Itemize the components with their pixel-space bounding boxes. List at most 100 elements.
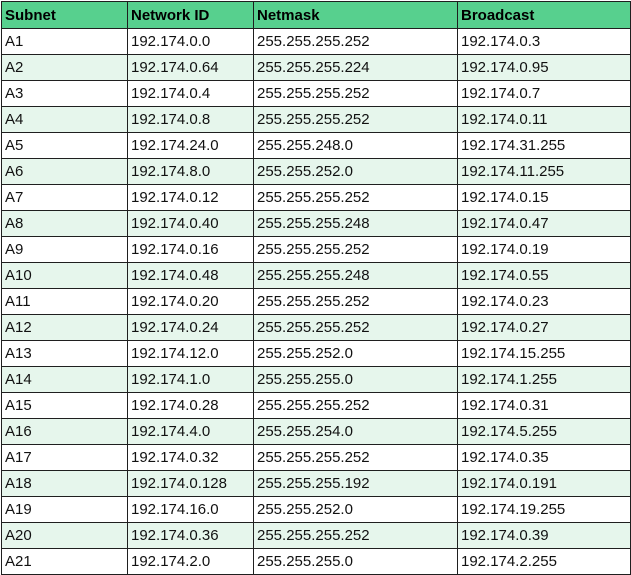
cell-netmask: 255.255.255.252: [253, 236, 458, 263]
cell-subnet: A9: [1, 236, 128, 263]
cell-broadcast: 192.174.0.27: [457, 314, 631, 341]
table-row: A19 192.174.16.0 255.255.252.0 192.174.19.2…: [1, 496, 631, 523]
cell-network-id: 192.174.4.0: [127, 418, 254, 445]
cell-netmask: 255.255.252.0: [253, 340, 458, 367]
cell-network-id: 192.174.0.32: [127, 444, 254, 471]
cell-netmask: 255.255.254.0: [253, 418, 458, 445]
cell-netmask: 255.255.255.252: [253, 314, 458, 341]
header-subnet: Subnet: [1, 1, 128, 29]
cell-subnet: A14: [1, 366, 128, 393]
table-row: A1 192.174.0.0 255.255.255.252 192.174.0.3: [1, 28, 631, 55]
table-row: A2 192.174.0.64 255.255.255.224 192.174.0.9…: [1, 54, 631, 81]
cell-broadcast: 192.174.0.11: [457, 106, 631, 133]
table-row: A11 192.174.0.20 255.255.255.252 192.174.0.…: [1, 288, 631, 315]
cell-netmask: 255.255.252.0: [253, 496, 458, 523]
header-network-id: Network ID: [127, 1, 254, 29]
table-row: A17 192.174.0.32 255.255.255.252 192.174.0.…: [1, 444, 631, 471]
cell-subnet: A16: [1, 418, 128, 445]
cell-subnet: A21: [1, 548, 128, 575]
cell-netmask: 255.255.255.252: [253, 80, 458, 107]
cell-subnet: A17: [1, 444, 128, 471]
cell-broadcast: 192.174.0.191: [457, 470, 631, 497]
table-row: A6 192.174.8.0 255.255.252.0 192.174.11.255: [1, 158, 631, 185]
table-header: Subnet Network ID Netmask Broadcast: [1, 1, 631, 29]
cell-network-id: 192.174.0.36: [127, 522, 254, 549]
cell-netmask: 255.255.255.252: [253, 106, 458, 133]
cell-netmask: 255.255.255.0: [253, 366, 458, 393]
cell-subnet: A6: [1, 158, 128, 185]
cell-broadcast: 192.174.0.3: [457, 28, 631, 55]
cell-netmask: 255.255.248.0: [253, 132, 458, 159]
table-row: A18 192.174.0.128 255.255.255.192 192.174.0…: [1, 470, 631, 497]
cell-network-id: 192.174.0.4: [127, 80, 254, 107]
cell-netmask: 255.255.255.252: [253, 522, 458, 549]
cell-network-id: 192.174.8.0: [127, 158, 254, 185]
cell-netmask: 255.255.255.252: [253, 444, 458, 471]
cell-network-id: 192.174.0.12: [127, 184, 254, 211]
table-row: A21 192.174.2.0 255.255.255.0 192.174.2.255: [1, 548, 631, 575]
cell-subnet: A10: [1, 262, 128, 289]
cell-netmask: 255.255.255.252: [253, 392, 458, 419]
header-broadcast: Broadcast: [457, 1, 631, 29]
cell-broadcast: 192.174.0.55: [457, 262, 631, 289]
cell-subnet: A7: [1, 184, 128, 211]
cell-broadcast: 192.174.0.39: [457, 522, 631, 549]
cell-netmask: 255.255.252.0: [253, 158, 458, 185]
cell-subnet: A11: [1, 288, 128, 315]
cell-netmask: 255.255.255.224: [253, 54, 458, 81]
cell-subnet: A20: [1, 522, 128, 549]
cell-network-id: 192.174.0.128: [127, 470, 254, 497]
table-row: A15 192.174.0.28 255.255.255.252 192.174.0.…: [1, 392, 631, 419]
cell-network-id: 192.174.0.24: [127, 314, 254, 341]
cell-broadcast: 192.174.0.23: [457, 288, 631, 315]
cell-subnet: A4: [1, 106, 128, 133]
table-row: A14 192.174.1.0 255.255.255.0 192.174.1.255: [1, 366, 631, 393]
cell-network-id: 192.174.0.64: [127, 54, 254, 81]
cell-subnet: A12: [1, 314, 128, 341]
cell-network-id: 192.174.1.0: [127, 366, 254, 393]
cell-subnet: A1: [1, 28, 128, 55]
cell-broadcast: 192.174.11.255: [457, 158, 631, 185]
table-row: A4 192.174.0.8 255.255.255.252 192.174.0.11: [1, 106, 631, 133]
table-row: A10 192.174.0.48 255.255.255.248 192.174.0.…: [1, 262, 631, 289]
cell-broadcast: 192.174.0.19: [457, 236, 631, 263]
cell-broadcast: 192.174.1.255: [457, 366, 631, 393]
table-row: A13 192.174.12.0 255.255.252.0 192.174.15.2…: [1, 340, 631, 367]
cell-subnet: A3: [1, 80, 128, 107]
table-row: A7 192.174.0.12 255.255.255.252 192.174.0.1…: [1, 184, 631, 211]
cell-network-id: 192.174.12.0: [127, 340, 254, 367]
cell-broadcast: 192.174.0.35: [457, 444, 631, 471]
cell-network-id: 192.174.0.28: [127, 392, 254, 419]
cell-network-id: 192.174.16.0: [127, 496, 254, 523]
cell-network-id: 192.174.0.48: [127, 262, 254, 289]
cell-netmask: 255.255.255.192: [253, 470, 458, 497]
table-row: A12 192.174.0.24 255.255.255.252 192.174.0.…: [1, 314, 631, 341]
cell-broadcast: 192.174.0.15: [457, 184, 631, 211]
cell-netmask: 255.255.255.248: [253, 210, 458, 237]
cell-network-id: 192.174.0.20: [127, 288, 254, 315]
table-row: A16 192.174.4.0 255.255.254.0 192.174.5.255: [1, 418, 631, 445]
table-row: A5 192.174.24.0 255.255.248.0 192.174.31.25…: [1, 132, 631, 159]
cell-broadcast: 192.174.0.31: [457, 392, 631, 419]
table-row: A8 192.174.0.40 255.255.255.248 192.174.0.4…: [1, 210, 631, 237]
cell-network-id: 192.174.0.16: [127, 236, 254, 263]
cell-broadcast: 192.174.0.7: [457, 80, 631, 107]
cell-subnet: A13: [1, 340, 128, 367]
table-body: A1 192.174.0.0 255.255.255.252 192.174.0.3 A…: [1, 28, 631, 575]
cell-netmask: 255.255.255.248: [253, 262, 458, 289]
cell-subnet: A15: [1, 392, 128, 419]
cell-broadcast: 192.174.0.47: [457, 210, 631, 237]
cell-broadcast: 192.174.19.255: [457, 496, 631, 523]
header-netmask: Netmask: [253, 1, 458, 29]
cell-network-id: 192.174.0.0: [127, 28, 254, 55]
table-row: A9 192.174.0.16 255.255.255.252 192.174.0.1…: [1, 236, 631, 263]
header-row: Subnet Network ID Netmask Broadcast: [1, 1, 631, 29]
cell-netmask: 255.255.255.0: [253, 548, 458, 575]
cell-broadcast: 192.174.0.95: [457, 54, 631, 81]
cell-subnet: A2: [1, 54, 128, 81]
cell-network-id: 192.174.0.40: [127, 210, 254, 237]
cell-netmask: 255.255.255.252: [253, 28, 458, 55]
cell-subnet: A19: [1, 496, 128, 523]
cell-network-id: 192.174.24.0: [127, 132, 254, 159]
